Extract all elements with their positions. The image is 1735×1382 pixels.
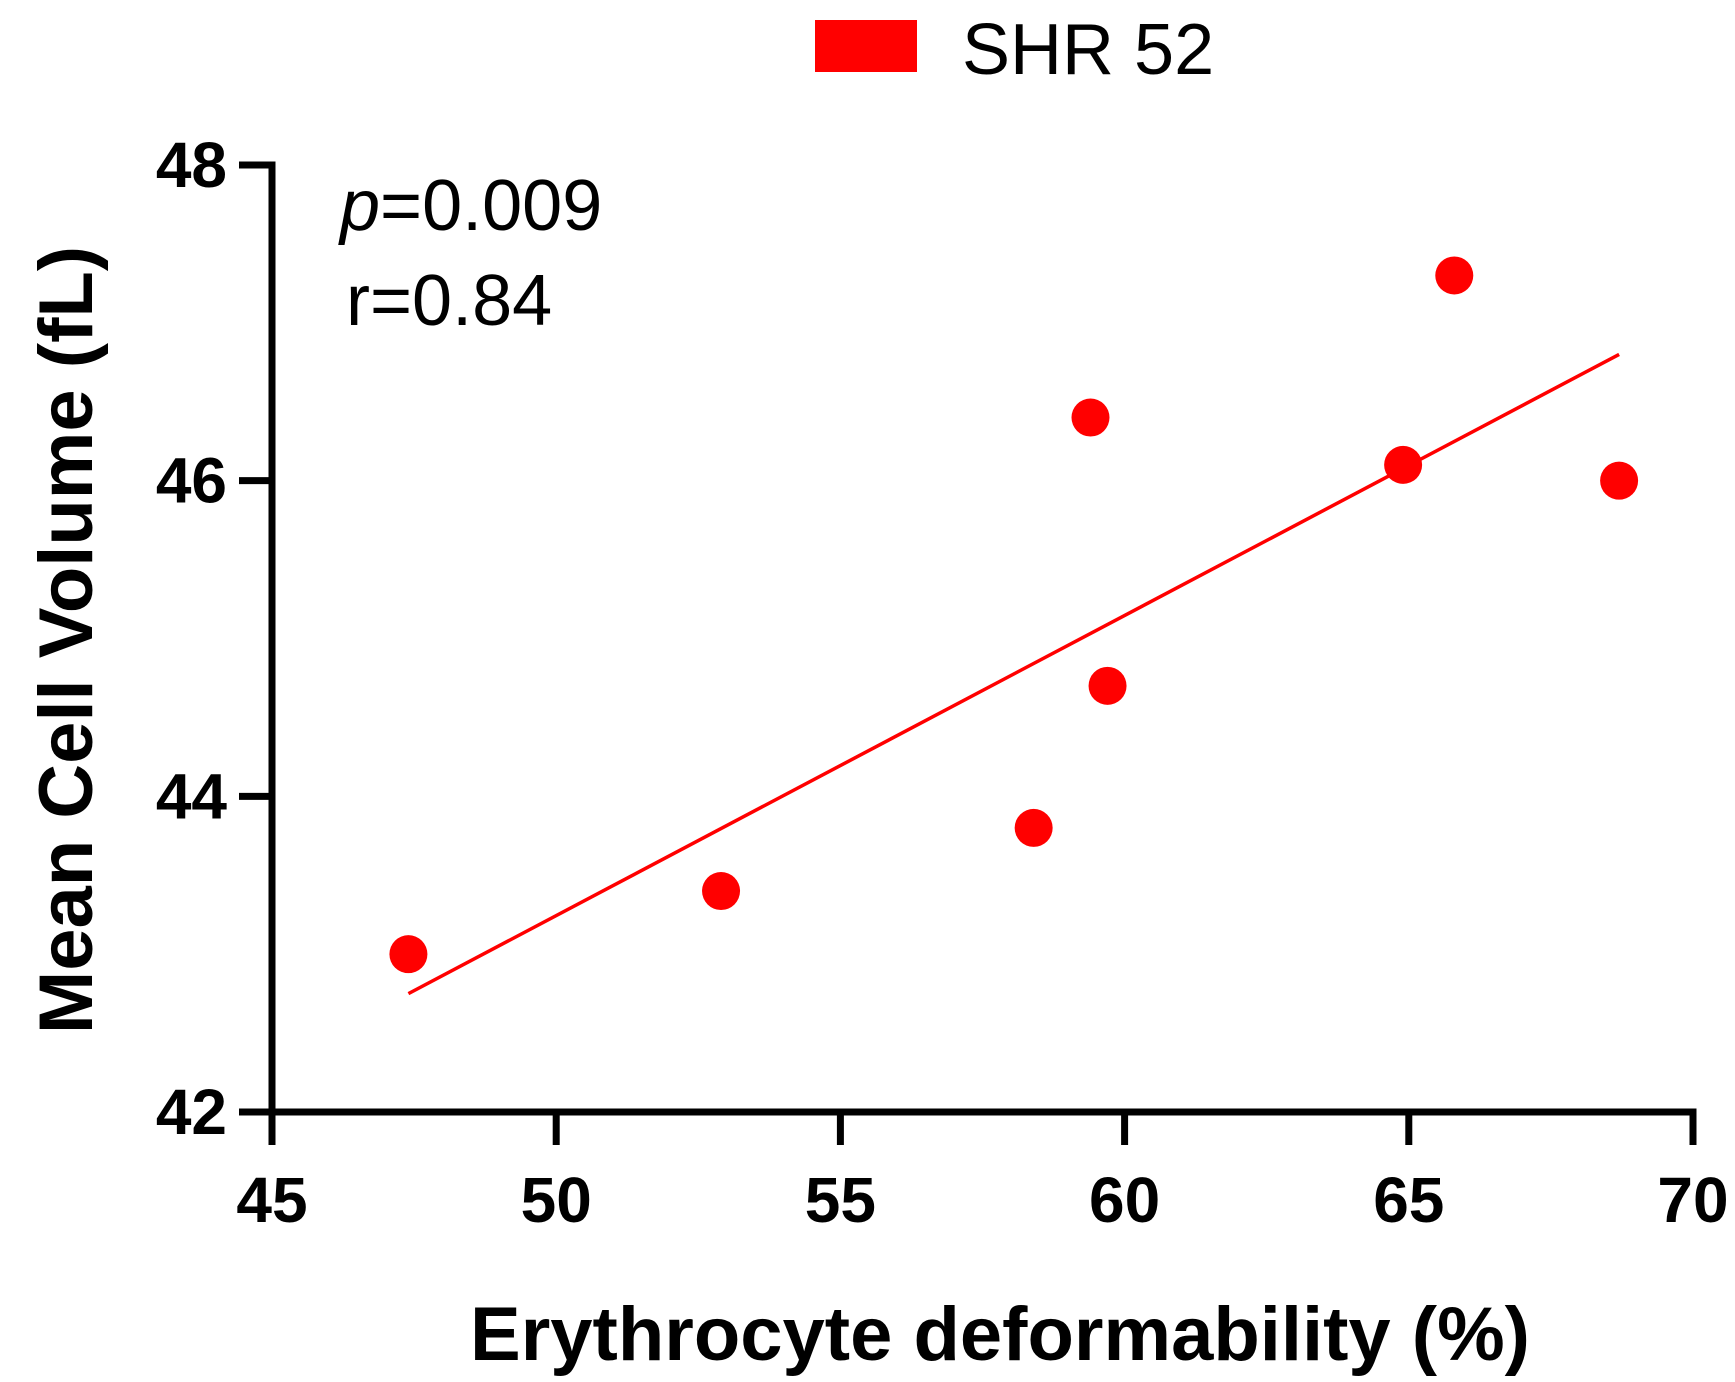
- x-ticks: 45 50 55 60 65 70: [236, 1112, 1729, 1236]
- data-point: [1600, 461, 1639, 500]
- regression-line: [407, 352, 1620, 996]
- data-point: [1384, 445, 1423, 484]
- x-tick-label: 70: [1657, 1164, 1728, 1236]
- p-symbol: p: [338, 166, 380, 246]
- p-value: =0.009: [380, 166, 602, 246]
- data-point: [1014, 808, 1053, 847]
- data-point: [702, 872, 741, 911]
- r-value-text: r=0.84: [346, 261, 552, 341]
- y-ticks: 42 44 46 48: [156, 129, 272, 1148]
- y-tick-label: 42: [156, 1076, 227, 1148]
- x-tick-label: 65: [1373, 1164, 1444, 1236]
- x-axis-title: Erythrocyte deformability (%): [470, 1292, 1530, 1377]
- data-point: [389, 935, 428, 974]
- data-point: [1071, 398, 1110, 437]
- y-tick-label: 48: [156, 129, 227, 201]
- x-tick-label: 60: [1089, 1164, 1160, 1236]
- p-value-text: p=0.009: [338, 166, 602, 246]
- x-tick-label: 55: [805, 1164, 876, 1236]
- axes: 42 44 46 48 45 50 55 60 65 70: [156, 129, 1729, 1236]
- data-point: [1088, 666, 1127, 705]
- x-tick-label: 50: [521, 1164, 592, 1236]
- y-axis-title: Mean Cell Volume (fL): [24, 246, 109, 1034]
- data-point: [1435, 256, 1474, 295]
- statistics-annotation: p=0.009 r=0.84: [338, 166, 602, 341]
- legend: SHR 52: [815, 10, 1214, 90]
- x-tick-label: 45: [236, 1164, 307, 1236]
- legend-label: SHR 52: [962, 10, 1214, 90]
- legend-swatch: [815, 20, 917, 72]
- y-tick-label: 44: [156, 760, 228, 832]
- y-tick-label: 46: [156, 445, 227, 517]
- data-points: [389, 256, 1639, 974]
